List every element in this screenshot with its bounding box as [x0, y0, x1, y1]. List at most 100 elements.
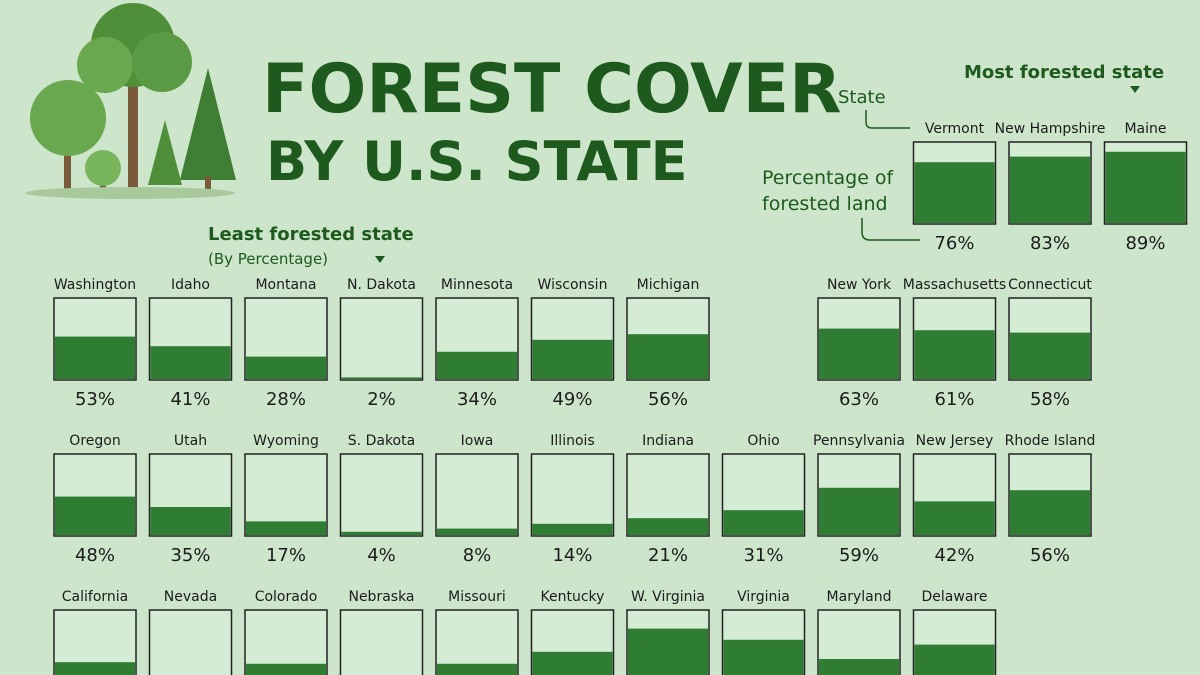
state-label: Wisconsin	[538, 277, 608, 293]
state-label: Utah	[174, 433, 207, 449]
percentage-label: 58%	[1030, 389, 1070, 410]
percentage-label: 48%	[75, 545, 115, 566]
state-label: Indiana	[642, 433, 694, 449]
state-label: New York	[827, 277, 892, 293]
percentage-annotation: Percentage of	[762, 167, 895, 189]
forest-fill	[341, 377, 422, 379]
least-sublabel: (By Percentage)	[208, 250, 328, 268]
most-label: Most forested state	[964, 62, 1164, 83]
percentage-label: 21%	[648, 545, 688, 566]
state-label: Maryland	[827, 589, 892, 605]
percentage-label: 53%	[75, 389, 115, 410]
state-label: Vermont	[925, 121, 985, 137]
percentage-label: 41%	[170, 389, 210, 410]
forest-fill	[437, 663, 517, 675]
state-label: Delaware	[922, 589, 988, 605]
forest-fill	[819, 328, 899, 379]
percentage-label: 17%	[266, 545, 306, 566]
subtitle: BY U.S. STATE	[266, 130, 688, 193]
percentage-label: 56%	[1030, 545, 1070, 566]
state-label: Washington	[54, 277, 136, 293]
state-label: Minnesota	[441, 277, 513, 293]
percentage-label: 49%	[552, 389, 592, 410]
annotation-line	[865, 110, 910, 129]
trees	[25, 3, 236, 199]
tile	[339, 453, 424, 537]
forest-fill	[246, 356, 326, 379]
state-label: Kentucky	[541, 589, 605, 605]
state-label: Connecticut	[1008, 277, 1092, 293]
tile	[339, 297, 424, 381]
state-label: Illinois	[550, 433, 594, 449]
forest-fill	[55, 496, 135, 535]
state-label: N. Dakota	[347, 277, 416, 293]
state-label: Colorado	[255, 589, 318, 605]
forest-fill	[437, 351, 517, 379]
percentage-label: 63%	[839, 389, 879, 410]
percentage-label: 89%	[1125, 233, 1165, 254]
forest-fill	[628, 518, 708, 535]
state-label: Rhode Island	[1005, 433, 1096, 449]
percentage-label: 8%	[463, 545, 492, 566]
forest-fill	[532, 339, 613, 379]
percentage-label: 61%	[934, 389, 974, 410]
forest-fill	[723, 510, 804, 535]
forest-fill	[819, 487, 899, 535]
percentage-label: 31%	[743, 545, 783, 566]
percentage-label: 76%	[934, 233, 974, 254]
forest-fill	[246, 663, 326, 675]
forest-fill	[628, 628, 708, 675]
forest-fill	[914, 644, 995, 675]
percentage-annotation: forested land	[762, 193, 888, 215]
least-label: Least forested state	[208, 224, 414, 245]
state-label: Ohio	[747, 433, 779, 449]
state-label: California	[62, 589, 128, 605]
state-label: Missouri	[448, 589, 506, 605]
state-label: New Hampshire	[995, 121, 1106, 137]
forest-fill	[723, 639, 804, 675]
arrow	[1130, 86, 1140, 93]
state-label: W. Virginia	[631, 589, 705, 605]
tile	[435, 453, 519, 537]
forest-fill	[150, 346, 231, 379]
tile	[339, 609, 424, 675]
state-label: Nebraska	[348, 589, 414, 605]
state-annotation: State	[838, 87, 886, 108]
state-label: Idaho	[171, 277, 210, 293]
forest-fill	[819, 659, 899, 675]
state-label: Massachusetts	[903, 277, 1006, 293]
state-label: Michigan	[637, 277, 700, 293]
state-label: Pennsylvania	[813, 433, 905, 449]
state-label: Maine	[1124, 121, 1166, 137]
forest-fill	[437, 528, 517, 535]
forest-fill	[1105, 151, 1186, 223]
percentage-label: 59%	[839, 545, 879, 566]
forest-fill	[55, 336, 135, 379]
state-label: Oregon	[69, 433, 120, 449]
forest-fill	[914, 162, 995, 223]
state-label: Montana	[255, 277, 316, 293]
percentage-label: 35%	[170, 545, 210, 566]
annotation-line	[861, 218, 920, 241]
forest-fill	[914, 501, 995, 535]
state-label: Virginia	[737, 589, 790, 605]
forest-fill	[55, 662, 135, 675]
percentage-label: 14%	[552, 545, 592, 566]
tile	[148, 609, 233, 675]
forest-fill	[1010, 490, 1090, 535]
state-label: Wyoming	[253, 433, 319, 449]
forest-fill	[1010, 332, 1090, 379]
arrow	[375, 256, 385, 263]
state-label: S. Dakota	[348, 433, 415, 449]
forest-fill	[1010, 156, 1090, 223]
percentage-label: 34%	[457, 389, 497, 410]
forest-fill	[532, 523, 613, 535]
forest-fill	[150, 507, 231, 535]
forest-fill	[914, 330, 995, 379]
percentage-label: 56%	[648, 389, 688, 410]
title: FOREST COVER	[262, 50, 841, 129]
forest-fill	[341, 531, 422, 535]
percentage-label: 83%	[1030, 233, 1070, 254]
percentage-label: 4%	[367, 545, 396, 566]
